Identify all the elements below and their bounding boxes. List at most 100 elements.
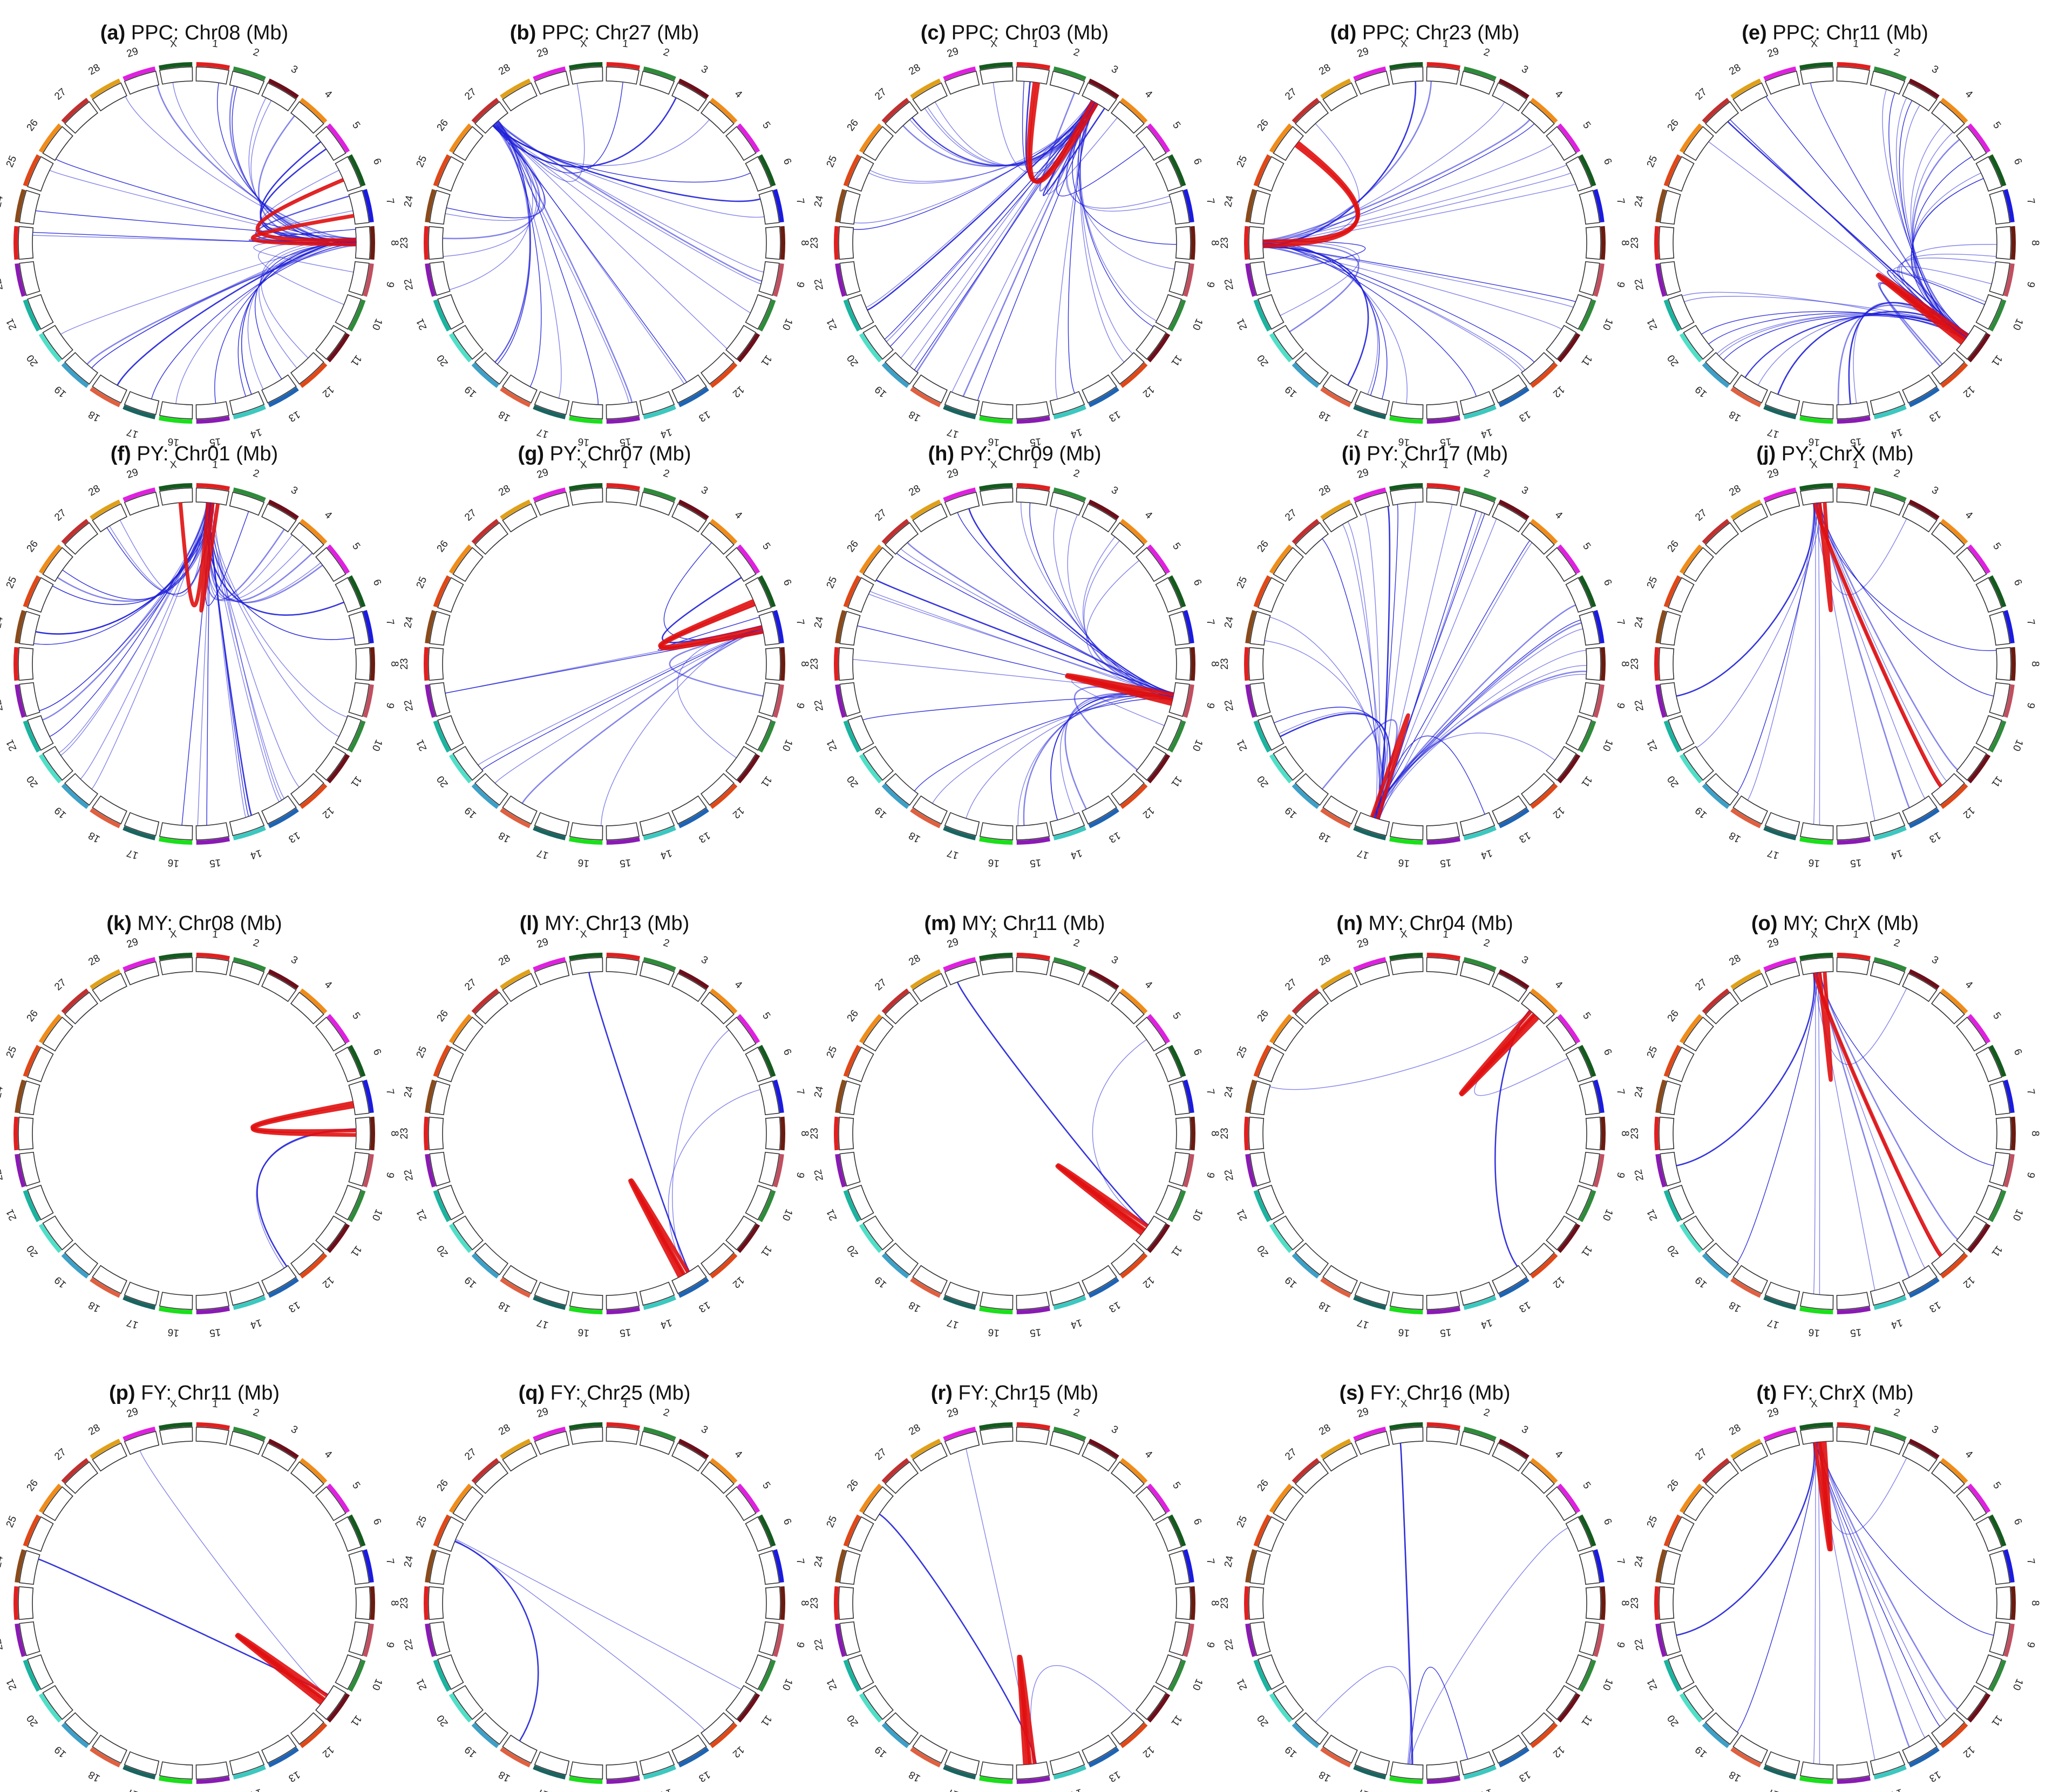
chromosome-label: 17: [1356, 1316, 1370, 1331]
chromosome-label: 20: [1255, 1243, 1271, 1259]
circos-plot: 1234567891011121314151617181920212223242…: [1236, 475, 1614, 853]
link-group: [33, 503, 354, 826]
chromosome-band: [1654, 226, 1659, 260]
chromosome-label: 24: [1633, 615, 1646, 629]
chromosome-label: 7: [1204, 1558, 1217, 1566]
chromosome-label: 26: [1255, 539, 1271, 554]
chromosome-label: X: [580, 459, 588, 471]
chromosome-label: 10: [1190, 1207, 1205, 1223]
panel-label: MY: ChrX (Mb): [1783, 912, 1919, 935]
chromosome-band: [370, 1586, 375, 1620]
chromosome-label: 14: [1069, 1786, 1084, 1792]
chromosome-segment: [429, 1117, 443, 1150]
link-group: [879, 1449, 1132, 1765]
chromosome-label: 4: [732, 88, 744, 100]
chromosome-segment: [1800, 1762, 1833, 1779]
circos-panel: (t) FY: ChrX (Mb)12345678910111213141516…: [1646, 1382, 2024, 1792]
chromosome-label: 20: [845, 773, 861, 789]
chromosome-label: 17: [1766, 1786, 1780, 1792]
interaction-link: [1374, 541, 1530, 818]
chromosome-label: 3: [1519, 63, 1530, 76]
panel-title: (r) FY: Chr15 (Mb): [826, 1382, 1204, 1405]
chromosome-label: 10: [780, 738, 795, 753]
chromosome-segment: [1249, 648, 1263, 681]
chromosome-label: 24: [812, 615, 826, 629]
chromosome-label: 26: [1666, 118, 1681, 133]
chromosome-label: 24: [812, 194, 826, 208]
chromosome-label: 3: [1519, 484, 1530, 497]
chromosome-label: 24: [0, 1085, 5, 1098]
chromosome-label: X: [1810, 38, 1818, 50]
chromosome-segment: [356, 1587, 370, 1620]
chromosome-label: 18: [907, 408, 922, 424]
chromosome-label: X: [1400, 38, 1408, 50]
chromosome-label: 10: [370, 1207, 385, 1223]
chromosome-label: 25: [414, 575, 430, 590]
chromosome-segment: [1586, 1117, 1601, 1150]
chromosome-segment: [980, 823, 1013, 840]
chromosome-label: 5: [760, 1010, 772, 1022]
chromosome-label: 10: [1600, 1677, 1615, 1692]
chromosome-label: 11: [1168, 353, 1184, 368]
link-group: [853, 82, 1177, 401]
interaction-link: [1816, 1442, 1925, 1737]
chromosome-label: 20: [1666, 773, 1681, 789]
chromosome-segment: [1800, 67, 1833, 84]
chromosome-label: 11: [348, 774, 364, 789]
panel-title: (n) MY: Chr04 (Mb): [1236, 912, 1614, 935]
chromosome-band: [424, 226, 429, 260]
chromosome-segment: [570, 67, 603, 84]
chromosome-label: 27: [1283, 507, 1299, 524]
chromosome-label: 20: [1255, 352, 1271, 368]
chromosome-label: 8: [2029, 661, 2041, 667]
chromosome-label: 5: [1170, 120, 1182, 131]
chromosome-label: 24: [1633, 1085, 1646, 1098]
link-group: [455, 1539, 742, 1741]
chromosome-label: 19: [1693, 804, 1709, 820]
chromosome-label: 5: [1580, 120, 1593, 131]
chromosome-segment: [1390, 67, 1423, 84]
chromosome-segment: [1800, 1427, 1833, 1444]
chromosome-label: 24: [0, 615, 5, 629]
chromosome-segment: [1249, 1587, 1263, 1620]
chromosome-label: 22: [402, 278, 416, 291]
link-group: [38, 1450, 328, 1703]
chromosome-label: 20: [25, 773, 40, 789]
chromosome-label: 9: [1614, 1171, 1627, 1179]
chromosome-label: 25: [4, 1514, 19, 1529]
chromosome-label: 12: [1961, 1274, 1977, 1290]
chromosome-label: 26: [845, 1008, 861, 1024]
chromosome-segment: [18, 648, 33, 681]
chromosome-label: 19: [463, 804, 479, 820]
chromosome-label: 21: [1235, 1207, 1250, 1223]
chromosome-label: 25: [414, 1044, 430, 1060]
chromosome-band: [1601, 226, 1606, 260]
chromosome-label: 4: [1143, 1448, 1154, 1461]
chromosome-label: 21: [4, 317, 19, 332]
chromosome-segment: [980, 402, 1013, 419]
chromosome-label: 16: [1808, 1326, 1820, 1339]
chromosome-label: 26: [435, 118, 451, 133]
chromosome-label: 11: [1579, 353, 1594, 368]
chromosome-label: 8: [1619, 661, 1630, 667]
chromosome-segment: [1586, 227, 1601, 260]
chromosome-segment: [606, 823, 639, 840]
chromosome-label: 1: [1852, 459, 1859, 471]
chromosome-label: 12: [1961, 383, 1977, 399]
panel-label: FY: Chr16 (Mb): [1370, 1382, 1511, 1404]
chromosome-label: 29: [125, 936, 140, 951]
chromosome-label: 19: [873, 804, 889, 820]
chromosome-segment: [1996, 648, 2011, 681]
interaction-link: [1819, 503, 1996, 650]
chromosome-label: 13: [287, 1768, 302, 1784]
chromosome-ring: 1234567891011121314151617181920212223242…: [809, 928, 1220, 1339]
chromosome-band: [1191, 1117, 1195, 1150]
chromosome-segment: [1426, 1762, 1459, 1779]
chromosome-label: 25: [825, 1514, 840, 1529]
chromosome-label: 14: [249, 847, 263, 861]
chromosome-label: 25: [825, 1044, 840, 1060]
circos-plot: 1234567891011121314151617181920212223242…: [416, 945, 793, 1322]
chromosome-label: 9: [1204, 1171, 1217, 1179]
